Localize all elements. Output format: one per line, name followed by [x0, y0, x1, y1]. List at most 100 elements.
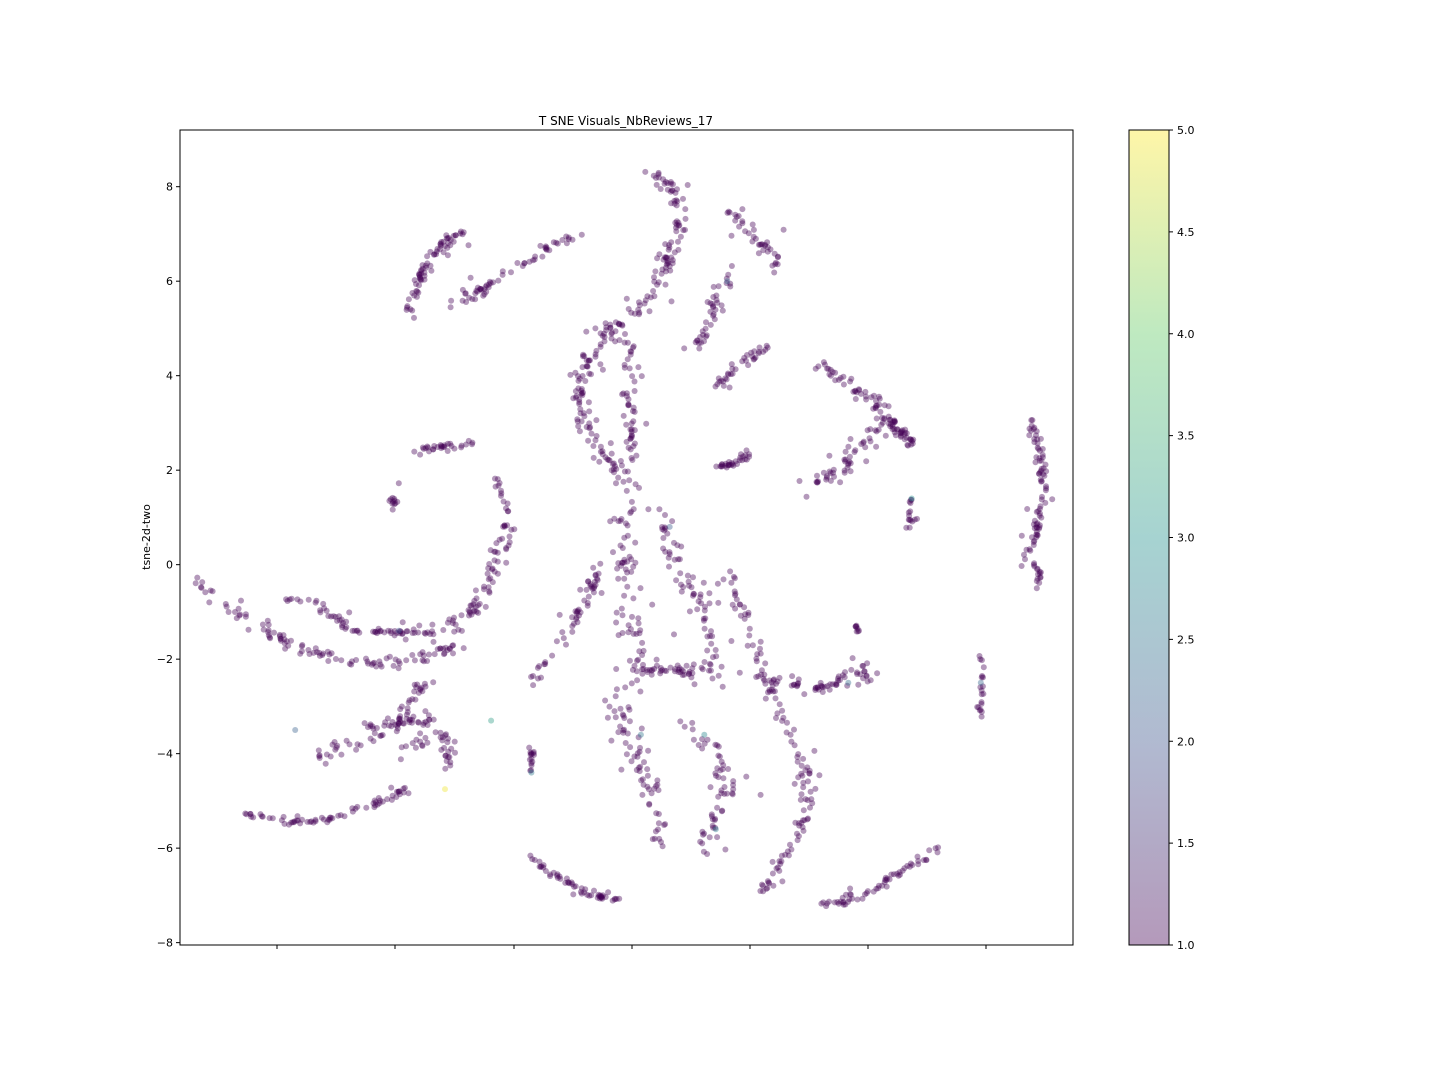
scatter-point [723, 464, 730, 471]
scatter-point [839, 899, 846, 906]
scatter-point [831, 899, 838, 906]
scatter-point [609, 329, 615, 336]
scatter-point [563, 240, 570, 247]
scatter-point [422, 445, 429, 452]
scatter-point [554, 240, 561, 247]
scatter-point [374, 801, 381, 808]
scatter-point [907, 517, 914, 524]
scatter-point [420, 652, 427, 659]
scatter-point [633, 630, 640, 637]
scatter-point [804, 816, 811, 823]
scatter-point [505, 542, 512, 549]
scatter-point [854, 896, 861, 903]
scatter-point [434, 646, 441, 653]
scatter-point [613, 619, 620, 626]
scatter-point [343, 737, 350, 744]
scatter-point [907, 860, 914, 867]
scatter-point [233, 615, 240, 622]
scatter-point [391, 497, 398, 504]
scatter-point [480, 292, 487, 299]
scatter-point [736, 223, 743, 230]
scatter-point [827, 366, 834, 373]
scatter-point [782, 851, 789, 858]
scatter-point [643, 420, 650, 427]
scatter-point [833, 681, 840, 688]
scatter-point [709, 301, 716, 307]
scatter-point [653, 174, 659, 181]
scatter-point [487, 547, 494, 554]
scatter-point [563, 641, 569, 648]
scatter-point [486, 588, 493, 595]
scatter-point [628, 348, 635, 355]
scatter-point [412, 696, 419, 703]
scatter-point [739, 218, 746, 225]
scatter-point [863, 672, 870, 679]
scatter-point [1029, 534, 1035, 541]
scatter-point [659, 526, 666, 533]
scatter-point [671, 197, 678, 204]
scatter-point [370, 738, 377, 745]
scatter-point [586, 425, 593, 432]
scatter-point [422, 683, 429, 690]
scatter-point [861, 668, 868, 675]
scatter-point [837, 375, 844, 381]
scatter-point [426, 448, 432, 455]
scatter-point [466, 612, 472, 619]
scatter-point [577, 609, 584, 616]
scatter-point [718, 463, 725, 470]
scatter-point [1037, 503, 1044, 510]
scatter-point [602, 320, 609, 327]
scatter-point [578, 885, 585, 892]
scatter-point [443, 758, 450, 764]
scatter-point [371, 659, 378, 666]
scatter-point [334, 742, 341, 749]
scatter-point [448, 297, 455, 304]
scatter-point [1043, 483, 1049, 490]
scatter-point [283, 638, 290, 645]
scatter-point [269, 815, 276, 822]
scatter-point [628, 434, 635, 441]
scatter-point [430, 446, 437, 453]
scatter-point [361, 720, 368, 727]
scatter-point [500, 498, 507, 505]
scatter-point [627, 446, 634, 453]
scatter-point [701, 625, 708, 632]
y-tick-label: 4 [166, 370, 173, 383]
scatter-point [420, 721, 427, 728]
scatter-point [842, 458, 849, 465]
scatter-point [707, 667, 714, 674]
scatter-point [898, 432, 904, 439]
scatter-point [619, 711, 626, 718]
scatter-point [371, 797, 378, 804]
scatter-point [697, 594, 704, 601]
scatter-point [977, 684, 984, 691]
scatter-point [430, 638, 437, 645]
scatter-point [582, 886, 589, 893]
scatter-point [932, 845, 939, 852]
scatter-point [659, 266, 666, 273]
scatter-point [632, 559, 639, 566]
scatter-point [599, 892, 606, 899]
scatter-point [424, 253, 431, 260]
scatter-point [1041, 472, 1048, 479]
scatter-point [585, 399, 592, 406]
scatter-point [1040, 471, 1047, 478]
scatter-point [914, 515, 920, 522]
scatter-point [840, 381, 847, 388]
scatter-point [481, 583, 487, 590]
scatter-point [409, 716, 416, 723]
scatter-point [726, 461, 733, 468]
scatter-point [409, 740, 416, 747]
scatter-point [618, 462, 625, 469]
scatter-point [627, 351, 634, 358]
scatter-point [554, 872, 561, 879]
scatter-point [1030, 521, 1037, 528]
scatter-point [766, 880, 773, 887]
scatter-point [539, 253, 546, 260]
scatter-point [640, 666, 647, 672]
scatter-point [501, 523, 508, 530]
scatter-point [528, 750, 535, 757]
scatter-point [372, 802, 379, 809]
scatter-point [612, 714, 619, 721]
